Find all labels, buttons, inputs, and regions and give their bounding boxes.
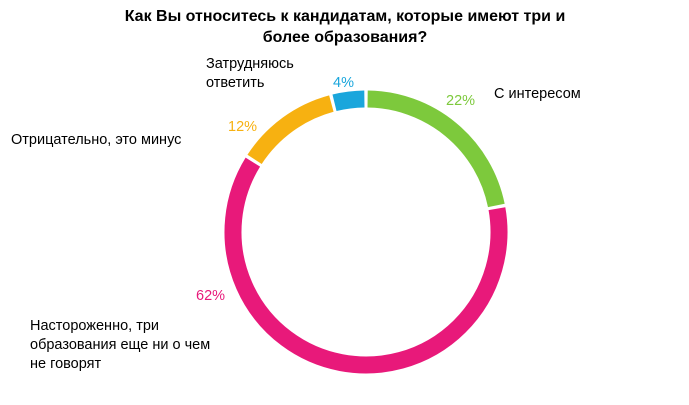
- slice-label-cautious: Настороженно, три образования еще ни о ч…: [30, 317, 210, 374]
- slice-value-undecided-text: 4%: [333, 75, 354, 91]
- slice-value-interest: 22%: [446, 93, 475, 110]
- slice-value-cautious-text: 62%: [196, 288, 226, 304]
- slice-value-negative: 12%: [228, 119, 257, 136]
- donut-slices: [224, 90, 508, 374]
- slice-value-cautious: 62%: [196, 288, 225, 305]
- slice-undecided: [332, 90, 365, 112]
- slice-label-cautious-line-3: не говорят: [30, 356, 102, 372]
- slice-label-negative: Отрицательно, это минус: [11, 131, 181, 150]
- slice-label-cautious-line-2: образования еще ни о чем: [30, 337, 211, 353]
- slice-label-negative-line-1: Отрицательно, это минус: [11, 132, 182, 148]
- slice-value-negative-text: 12%: [228, 119, 258, 135]
- slice-value-interest-text: 22%: [446, 93, 476, 109]
- slice-negative: [247, 95, 334, 165]
- slice-label-interest-line-1: С интересом: [494, 86, 581, 102]
- slice-value-undecided: 4%: [333, 75, 354, 92]
- slice-cautious: [224, 157, 508, 374]
- slice-label-cautious-line-1: Настороженно, три: [30, 318, 159, 334]
- chart-title-line-1: Как Вы относитесь к кандидатам, которые …: [124, 8, 566, 25]
- slice-interest: [367, 90, 505, 208]
- chart-title-line-2: более образования?: [262, 29, 428, 46]
- slice-label-undecided-line-2: ответить: [206, 75, 265, 91]
- chart-title: Как Вы относитесь к кандидатам, которые …: [95, 6, 595, 48]
- slice-label-undecided: Затрудняюсь ответить: [206, 55, 294, 93]
- slice-label-undecided-line-1: Затрудняюсь: [206, 56, 294, 72]
- slice-label-interest: С интересом: [494, 85, 581, 104]
